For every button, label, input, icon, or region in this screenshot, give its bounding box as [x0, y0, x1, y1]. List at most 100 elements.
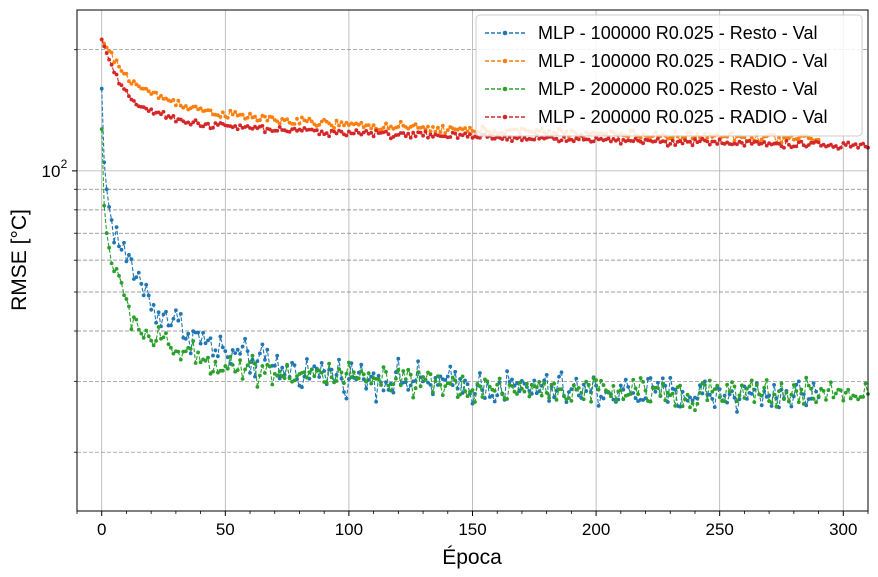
data-point: [604, 388, 608, 393]
data-point: [327, 361, 331, 366]
data-point: [463, 389, 467, 394]
data-point: [124, 71, 129, 76]
data-point: [819, 386, 823, 391]
series-4: [99, 37, 870, 151]
data-point: [559, 387, 564, 392]
data-point: [228, 108, 233, 113]
data-point: [144, 282, 149, 287]
data-point: [169, 345, 173, 350]
data-point: [243, 336, 248, 341]
data-point: [668, 142, 673, 146]
data-point: [638, 376, 643, 380]
data-point: [806, 383, 811, 388]
legend-swatch-marker: [502, 58, 508, 64]
data-point: [554, 398, 559, 402]
data-point: [408, 372, 413, 377]
data-point: [260, 124, 265, 128]
data-point: [285, 362, 289, 367]
data-point: [398, 383, 403, 388]
data-point: [112, 60, 116, 65]
data-point: [287, 376, 292, 381]
data-point: [208, 371, 213, 376]
data-point: [663, 398, 668, 403]
data-point: [581, 382, 586, 387]
data-point: [403, 380, 408, 384]
data-point: [272, 363, 277, 368]
data-point: [539, 383, 544, 388]
data-point: [843, 390, 848, 395]
data-point: [683, 397, 687, 402]
data-point: [156, 310, 161, 315]
data-point: [782, 145, 786, 150]
data-point: [448, 381, 453, 386]
data-point: [144, 106, 149, 111]
data-point: [260, 342, 265, 347]
data-point: [351, 131, 356, 136]
data-point: [369, 130, 374, 135]
data-point: [468, 125, 472, 130]
data-point: [510, 384, 514, 388]
data-point: [342, 390, 346, 394]
data-point: [233, 351, 238, 355]
legend-label: MLP - 100000 R0.025 - RADIO - Val: [538, 51, 827, 71]
legend-entry: MLP - 200000 R0.025 - RADIO - Val: [485, 107, 827, 127]
data-point: [794, 389, 799, 393]
data-point: [423, 377, 428, 382]
data-point: [426, 124, 430, 129]
data-point: [463, 378, 467, 383]
data-point: [418, 384, 423, 389]
data-point: [149, 307, 154, 312]
data-point: [787, 136, 791, 141]
data-point: [238, 358, 243, 362]
legend-label: MLP - 200000 R0.025 - Resto - Val: [538, 79, 817, 99]
data-point: [183, 104, 188, 108]
x-tick-label: 300: [829, 520, 857, 539]
data-point: [468, 132, 472, 137]
data-point: [109, 218, 114, 222]
data-point: [228, 354, 233, 359]
data-point: [134, 317, 139, 322]
x-tick-label: 250: [706, 520, 734, 539]
data-point: [344, 133, 349, 138]
data-point: [169, 323, 173, 328]
data-point: [225, 366, 230, 371]
data-point: [112, 240, 116, 245]
data-point: [628, 391, 633, 396]
data-point: [735, 142, 739, 147]
x-tick-label: 150: [458, 520, 486, 539]
data-point: [569, 399, 574, 403]
data-point: [230, 348, 235, 352]
data-point: [107, 245, 111, 250]
data-point: [749, 392, 754, 396]
data-point: [122, 240, 126, 245]
data-point: [693, 137, 697, 142]
data-point: [821, 389, 826, 393]
data-point: [539, 393, 544, 398]
data-point: [752, 400, 757, 404]
data-point: [774, 404, 779, 409]
data-point: [463, 126, 467, 130]
data-point: [487, 384, 492, 389]
data-point: [206, 121, 210, 126]
data-point: [544, 373, 549, 377]
data-point: [277, 369, 282, 374]
data-point: [712, 405, 717, 409]
data-point: [742, 396, 747, 400]
legend-entry: MLP - 100000 R0.025 - RADIO - Val: [485, 51, 827, 71]
data-point: [314, 128, 319, 133]
data-point: [223, 364, 228, 368]
data-point: [517, 389, 522, 394]
data-point: [339, 129, 344, 134]
data-point: [853, 142, 858, 147]
data-point: [727, 389, 732, 394]
data-point: [796, 379, 801, 384]
data-point: [253, 114, 257, 119]
data-point: [114, 58, 119, 63]
data-point: [455, 395, 460, 399]
data-point: [473, 400, 477, 404]
data-point: [811, 381, 816, 385]
data-point: [196, 121, 201, 126]
data-point: [772, 383, 776, 387]
data-point: [779, 381, 784, 386]
data-point: [391, 382, 396, 387]
